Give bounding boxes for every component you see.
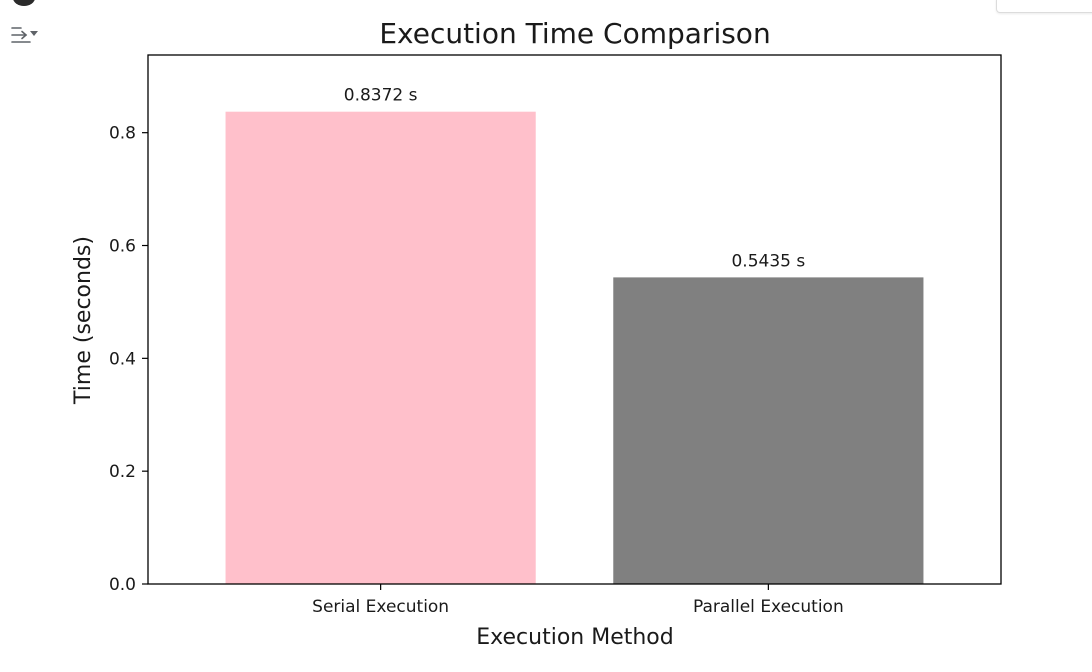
bar-value-label: 0.5435 s bbox=[731, 251, 805, 271]
x-axis-label: Execution Method bbox=[476, 625, 673, 650]
cell-status-dot-icon bbox=[13, 0, 35, 6]
y-axis-label: Time (seconds) bbox=[71, 236, 96, 405]
bar-serial-execution bbox=[225, 111, 536, 584]
y-tick-label: 0.8 bbox=[109, 124, 136, 144]
collapse-output-button[interactable] bbox=[8, 22, 42, 50]
plot-frame bbox=[147, 54, 1002, 585]
y-tick-label: 0.0 bbox=[109, 575, 136, 595]
collapse-output-icon bbox=[11, 27, 38, 43]
chart-title: Execution Time Comparison bbox=[379, 17, 770, 50]
x-tick-label: Serial Execution bbox=[312, 597, 449, 617]
y-tick-label: 0.2 bbox=[109, 462, 136, 482]
y-tick-label: 0.4 bbox=[109, 349, 136, 369]
output-toolbar-tab[interactable] bbox=[996, 0, 1092, 13]
bar-parallel-execution bbox=[613, 277, 924, 584]
bar-value-label: 0.8372 s bbox=[344, 86, 418, 106]
y-tick-label: 0.6 bbox=[109, 237, 136, 257]
x-tick-label: Parallel Execution bbox=[693, 597, 844, 617]
